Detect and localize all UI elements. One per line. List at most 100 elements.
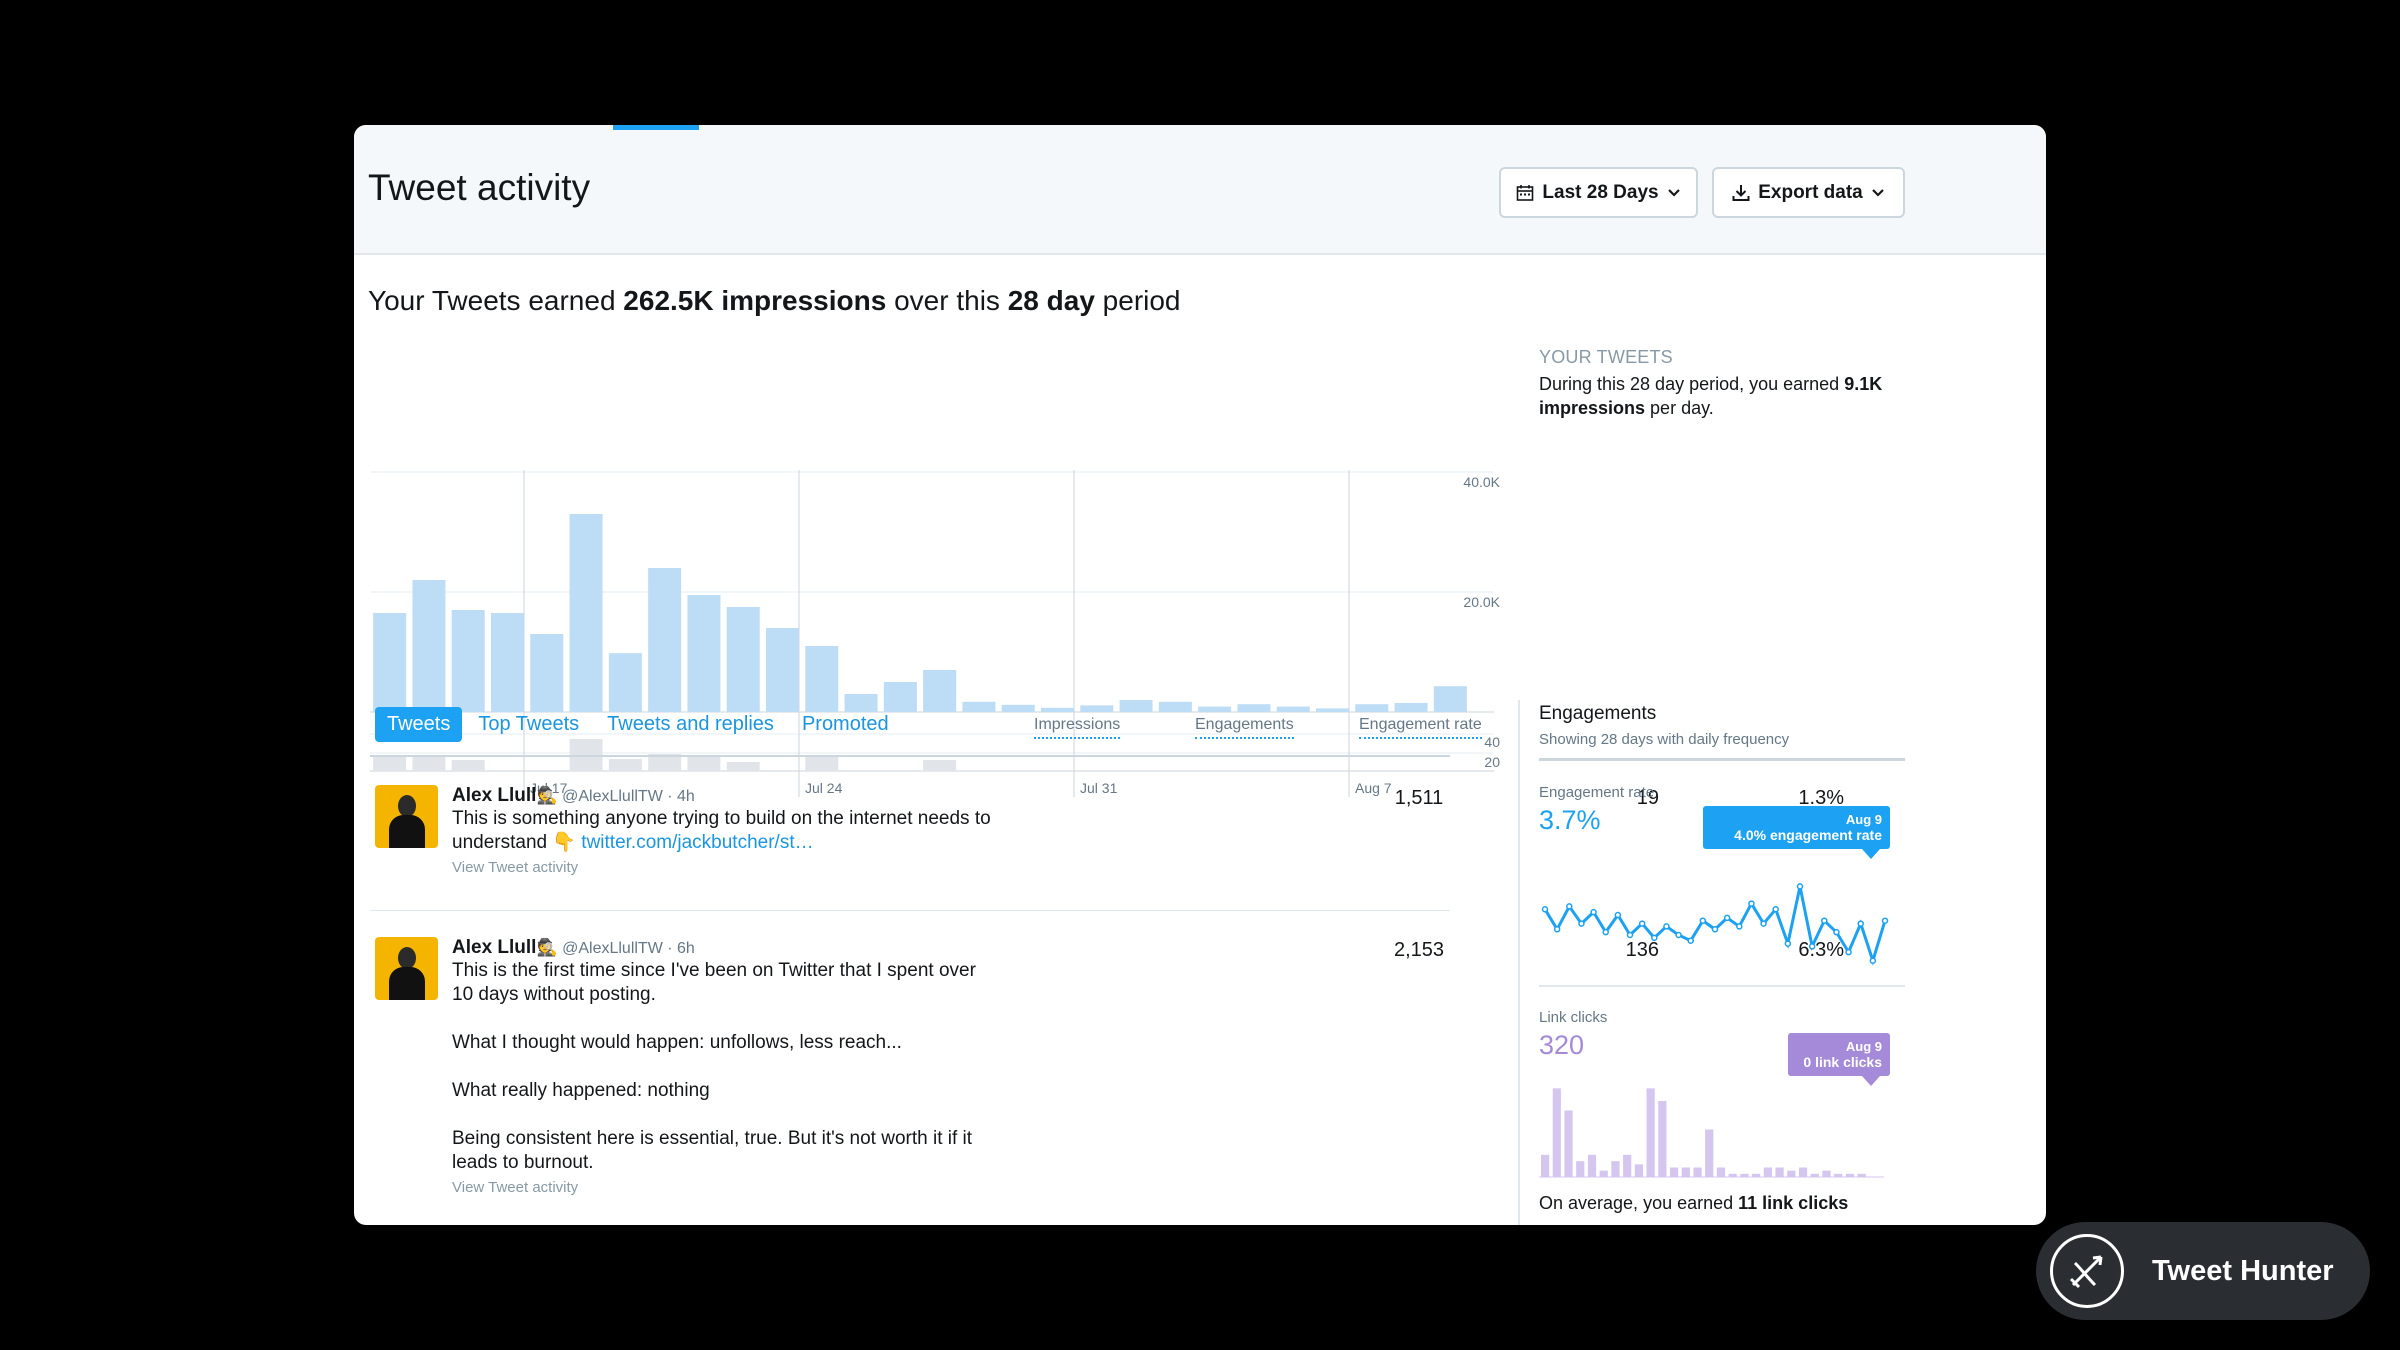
impressions-bar [1158,701,1192,712]
summary-suffix: period [1094,285,1181,316]
impressions-bar [844,694,878,712]
engagement-rate-point [1736,923,1743,930]
your-tweets-text-prefix: During this 28 day period, you earned [1539,374,1845,394]
link-clicks-average: On average, you earned 11 link clicks [1539,1193,1848,1214]
engagements-bar [373,755,407,771]
engagements-bar [608,759,642,771]
date-range-button[interactable]: Last 28 Days [1499,167,1698,218]
engagement-rate-point [1578,920,1585,927]
column-engagement-rate[interactable]: Engagement rate [1359,716,1482,739]
tooltip-date: Aug 9 [1845,1039,1882,1054]
engagement-rate-point [1651,934,1658,942]
tab-top-tweets[interactable]: Top Tweets [478,713,580,735]
x-tick-label: Aug 7 [1355,780,1392,796]
link-clicks-label: Link clicks [1539,1009,1608,1026]
tab-tweets-and-replies[interactable]: Tweets and replies [607,713,774,735]
engagement-rate-point [1675,931,1682,939]
tweet-hunter-badge[interactable]: Tweet Hunter [2036,1222,2370,1320]
tweet-author-name: Alex Llull [452,785,537,806]
y-tick-label: 40.0K [1463,474,1500,490]
avatar[interactable] [375,785,438,848]
tweet-text-body: This is something anyone trying to build… [452,808,991,853]
date-range-label: Last 28 Days [1542,181,1659,203]
engagements-panel: Engagements Showing 28 days with daily f… [1539,703,1905,748]
impressions-bar [1001,704,1035,712]
link-clicks-bar [1810,1173,1819,1177]
impressions-bar [805,646,839,712]
link-clicks-bar [1658,1101,1667,1177]
impressions-bar [1433,686,1467,712]
engagements-title: Engagements [1539,703,1657,724]
tweet-handle: @AlexLlullTW · 4h [562,788,695,805]
tooltip-text: 0 link clicks [1803,1054,1882,1070]
impressions-bar [687,595,721,712]
avg-value: 11 link clicks [1738,1193,1849,1213]
tweet-item[interactable]: Alex Llull🕵 @AlexLlullTW · 4h This is so… [452,785,992,876]
your-tweets-daily-unit: impressions [1539,398,1646,418]
link-clicks-tooltip: Aug 9 0 link clicks [1788,1033,1890,1086]
crossed-arrows-icon [2050,1234,2124,1308]
engagement-rate-point [1614,911,1622,919]
tab-tweets[interactable]: Tweets [375,707,463,742]
chevron-down-icon [1667,188,1680,197]
y-tick-label-lower: 40 [1484,734,1500,750]
link-clicks-bar [1576,1161,1585,1177]
engagement-rate-point [1590,908,1597,916]
detective-emoji: 🕵 [536,938,558,957]
link-clicks-bar [1541,1154,1550,1177]
link-clicks-bar [1564,1110,1573,1177]
tweet-author: Alex Llull🕵 @AlexLlullTW · 4h [452,785,992,807]
link-clicks-bar [1669,1167,1679,1177]
engagement-rate-point [1626,931,1634,939]
page-header: Tweet activity Last 28 Days Export data [354,125,2046,255]
engagement-rate-point [1602,928,1609,936]
tweet-author-name: Alex Llull [452,937,537,958]
link-clicks-bar [1587,1154,1597,1177]
export-data-button[interactable]: Export data [1712,167,1905,218]
link-clicks-bar [1623,1154,1632,1177]
engagement-rate-point [1845,948,1852,956]
chevron-down-icon [1871,188,1884,197]
impressions-bar [1198,706,1232,712]
summary-prefix: Your Tweets earned [368,285,624,316]
column-impressions[interactable]: Impressions [1034,716,1121,739]
download-icon [1732,184,1750,201]
engagement-rate-point [1748,900,1755,907]
link-clicks-bar [1646,1088,1655,1177]
tweet-link[interactable]: twitter.com/jackbutcher/st… [581,832,814,853]
view-tweet-activity-link[interactable]: View Tweet activity [452,1179,579,1196]
x-tick-label: Jul 24 [805,780,843,796]
impressions-bar [1276,706,1310,712]
x-tick-label: Jul 31 [1080,780,1118,796]
engagements-bar [923,760,957,771]
engagement-rate-label: Engagement rate [1539,784,1655,801]
tweet-tabs: Tweets Top Tweets Tweets and replies Pro… [375,707,905,742]
link-clicks-bar [1775,1167,1784,1177]
link-clicks-bar [1693,1167,1702,1177]
tweet-activity-card: Tweet activity Last 28 Days Export data … [354,125,2046,1225]
column-engagements[interactable]: Engagements [1195,716,1294,739]
impressions-bar [1119,700,1153,712]
tweet-item[interactable]: Alex Llull🕵 @AlexLlullTW · 6h This is th… [452,937,992,1196]
engagements-bar [648,754,682,771]
link-clicks-bar [1834,1173,1843,1177]
impressions-bar [1355,704,1389,712]
engagement-rate-chart [1541,883,1889,966]
engagement-rate-point [1881,917,1889,924]
impressions-bar [1041,707,1074,712]
engagement-rate-point [1869,957,1877,964]
avatar[interactable] [375,937,438,1000]
link-clicks-bar [1857,1173,1866,1177]
summary-period: 28 day [1007,285,1095,316]
link-clicks-bar [1845,1173,1855,1177]
link-clicks-bar [1681,1167,1690,1177]
engagement-rate-point [1821,917,1828,924]
tab-promoted[interactable]: Promoted [801,713,889,735]
engagement-rate-point [1663,923,1670,930]
engagement-rate-point [1638,920,1646,927]
view-tweet-activity-link[interactable]: View Tweet activity [452,859,579,876]
engagements-divider [1539,758,1905,761]
impressions-bar [451,610,485,712]
tabs-divider [370,755,1450,757]
impressions-bar [1316,708,1349,712]
